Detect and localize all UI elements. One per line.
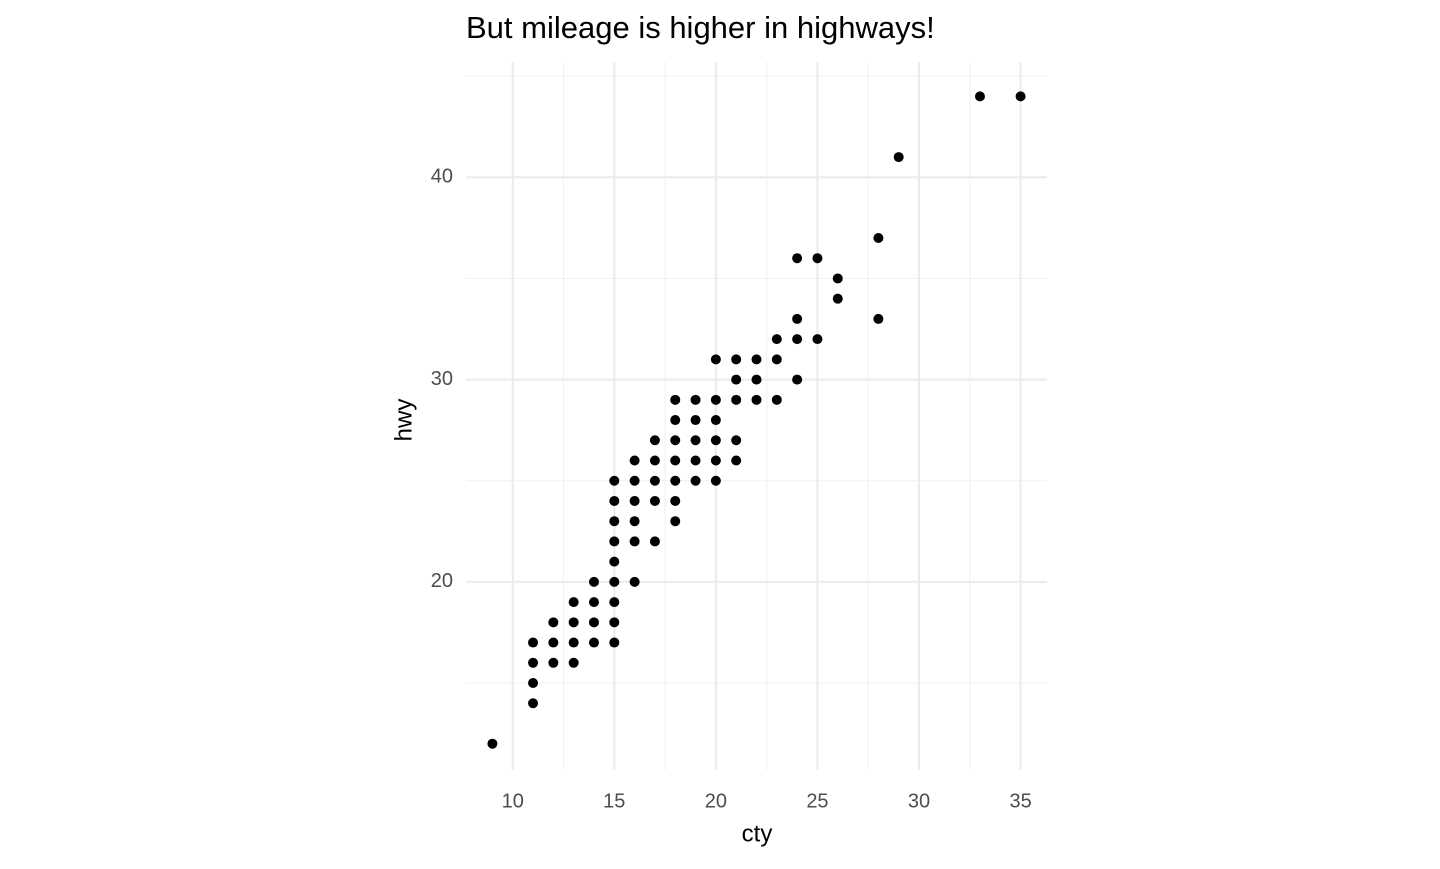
point: [751, 354, 762, 365]
point: [609, 475, 620, 486]
point: [528, 678, 539, 689]
point: [548, 637, 559, 648]
x-tick-label: 10: [502, 790, 524, 812]
point: [893, 152, 904, 163]
point: [629, 536, 640, 547]
x-tick-label: 35: [1009, 790, 1031, 812]
x-axis-title: cty: [742, 820, 773, 847]
point: [670, 475, 681, 486]
point: [548, 657, 559, 668]
point: [609, 637, 620, 648]
point: [690, 415, 701, 426]
point: [812, 253, 823, 264]
point: [528, 698, 539, 709]
point: [649, 536, 660, 547]
point: [974, 91, 985, 102]
point: [609, 617, 620, 628]
point: [609, 516, 620, 527]
point: [771, 334, 782, 345]
point: [588, 617, 599, 628]
point: [588, 576, 599, 587]
point: [792, 374, 803, 385]
point: [528, 637, 539, 648]
point: [771, 394, 782, 405]
point: [670, 394, 681, 405]
y-axis-title: hwy: [390, 399, 417, 442]
point: [588, 637, 599, 648]
point: [629, 455, 640, 466]
point: [792, 334, 803, 345]
point: [710, 394, 721, 405]
point: [710, 475, 721, 486]
x-tick-label: 30: [908, 790, 930, 812]
point: [731, 374, 742, 385]
point: [670, 415, 681, 426]
point: [670, 516, 681, 527]
point: [649, 455, 660, 466]
point: [609, 576, 620, 587]
point: [731, 394, 742, 405]
point: [609, 536, 620, 547]
x-tick-label: 25: [806, 790, 828, 812]
point: [710, 415, 721, 426]
point: [751, 394, 762, 405]
point: [690, 455, 701, 466]
point: [629, 495, 640, 506]
point: [873, 232, 884, 243]
point: [1015, 91, 1026, 102]
x-tick-label: 20: [705, 790, 727, 812]
point: [710, 455, 721, 466]
point: [690, 394, 701, 405]
point: [629, 576, 640, 587]
point: [832, 273, 843, 284]
point: [690, 475, 701, 486]
point: [609, 495, 620, 506]
point: [792, 253, 803, 264]
point: [731, 455, 742, 466]
point: [568, 597, 579, 608]
point: [751, 374, 762, 385]
point: [649, 475, 660, 486]
point: [629, 475, 640, 486]
point: [670, 435, 681, 446]
point: [792, 313, 803, 324]
point: [710, 354, 721, 365]
point: [670, 455, 681, 466]
point: [548, 617, 559, 628]
point: [487, 738, 498, 749]
point: [649, 495, 660, 506]
point: [812, 334, 823, 345]
point: [629, 516, 640, 527]
point: [568, 637, 579, 648]
point: [731, 354, 742, 365]
point: [771, 354, 782, 365]
point: [568, 617, 579, 628]
point: [670, 495, 681, 506]
point: [568, 657, 579, 668]
point: [528, 657, 539, 668]
point: [690, 435, 701, 446]
point: [649, 435, 660, 446]
point: [609, 556, 620, 567]
point: [731, 435, 742, 446]
y-tick-label: 20: [431, 570, 453, 592]
chart-title: But mileage is higher in highways!: [466, 10, 935, 45]
point: [588, 597, 599, 608]
point: [710, 435, 721, 446]
point: [609, 597, 620, 608]
point: [873, 313, 884, 324]
y-tick-label: 40: [431, 166, 453, 188]
y-tick-label: 30: [431, 368, 453, 390]
point: [832, 293, 843, 304]
x-tick-label: 15: [603, 790, 625, 812]
